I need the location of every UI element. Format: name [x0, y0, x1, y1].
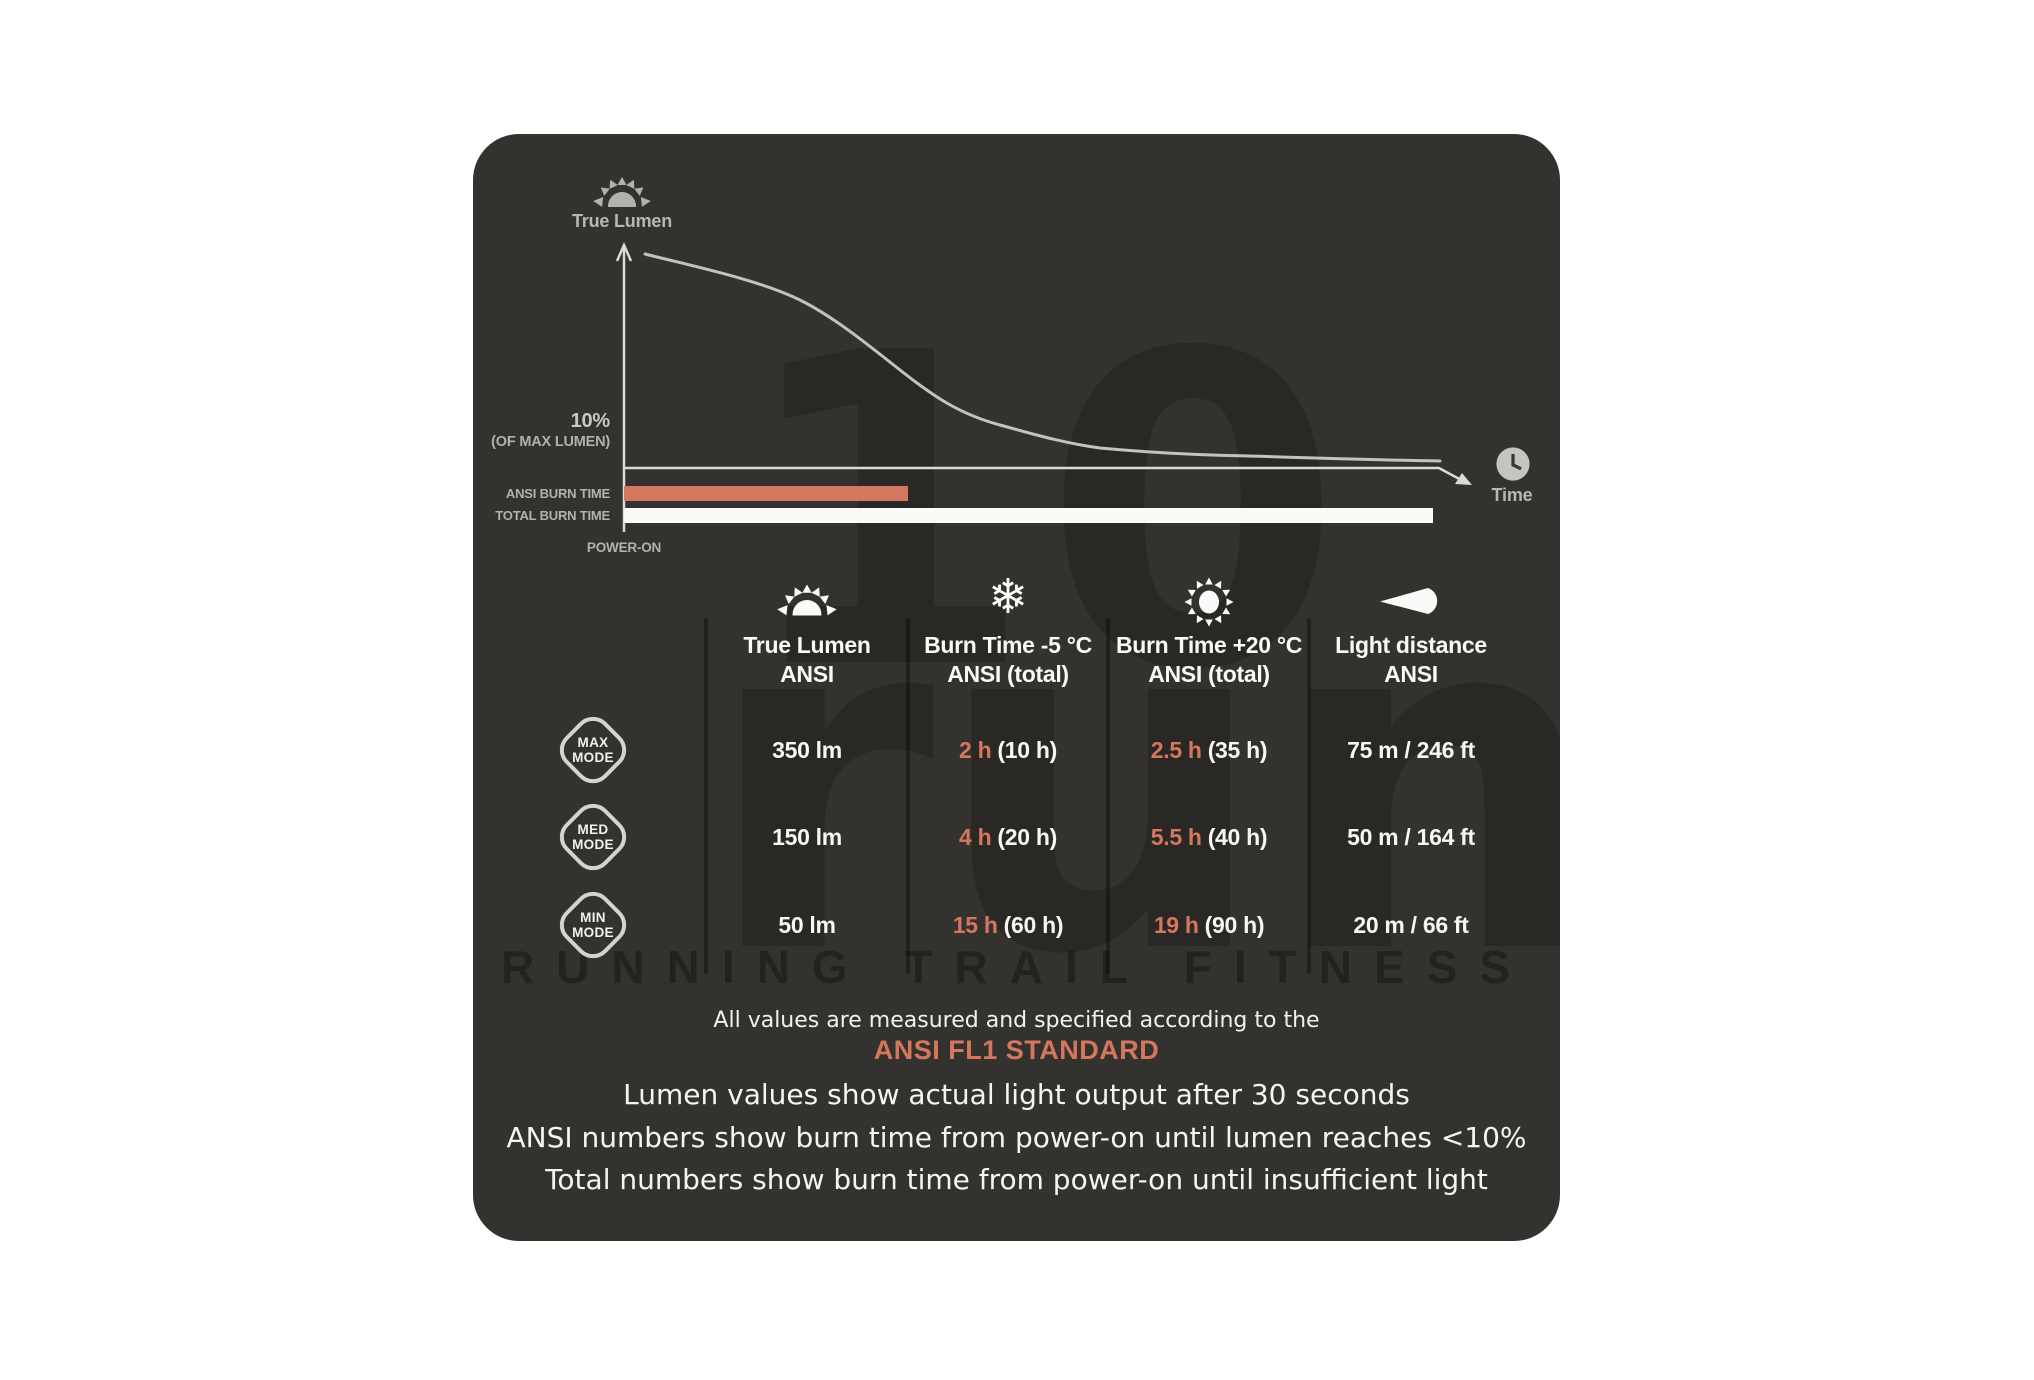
ansi-hours: 5.5 h — [1150, 824, 1202, 850]
burn-time-cold-value: 2 h (10 h) — [898, 734, 1118, 766]
light-distance-value: 20 m / 66 ft — [1353, 912, 1469, 938]
ansi-burn-time-bar — [624, 486, 908, 501]
watermark-banner: RUNNING TRAIL FITNESS — [500, 941, 1533, 993]
lumen-value: 350 lm — [772, 737, 842, 763]
column-subtitle: ANSI (total) — [947, 661, 1069, 687]
total-burn-time-bar — [624, 508, 1433, 523]
sunrise-icon — [593, 177, 651, 207]
ansi-hours: 4 h — [959, 824, 992, 850]
total-hours: (60 h) — [1003, 912, 1064, 938]
column-title: True Lumen — [743, 632, 871, 658]
burn-time-warm-value: 2.5 h (35 h) — [1099, 734, 1319, 766]
ansi-burn-time-label: ANSI BURN TIME — [505, 486, 610, 501]
mode-word: MODE — [572, 837, 614, 852]
ansi-hours: 19 h — [1153, 912, 1199, 938]
column-title: Burn Time -5 °C — [924, 632, 1092, 658]
mode-badge-label: MIN MODE — [551, 883, 635, 967]
total-hours: (20 h) — [997, 824, 1057, 850]
burn-time-warm-value: 19 h (90 h) — [1099, 909, 1319, 941]
ansi-hours: 15 h — [952, 912, 998, 938]
column-divider — [906, 618, 910, 974]
snowflake-icon: ❄ — [987, 571, 1029, 624]
ansi-hours: 2 h — [959, 737, 992, 763]
sunrise-icon — [777, 584, 837, 616]
lumen-value: 50 lm — [778, 912, 836, 938]
burn-time-cold-value: 15 h (60 h) — [898, 909, 1118, 941]
mode-word: MODE — [572, 750, 614, 765]
column-subtitle: ANSI (total) — [1148, 661, 1270, 687]
threshold-value: 10% — [570, 410, 611, 432]
column-title: Light distance — [1335, 632, 1487, 658]
light-distance-value: 50 m / 164 ft — [1347, 824, 1475, 850]
watermark-big-bottom: run — [703, 510, 1560, 1057]
spec-card: 10 run RUNNING TRAIL FITNESS True Lumen … — [473, 134, 1560, 1241]
column-header: Light distance ANSI — [1281, 631, 1541, 689]
threshold-caption: (OF MAX LUMEN) — [491, 434, 610, 450]
footer-measured-line: All values are measured and specified ac… — [713, 1008, 1320, 1033]
column-header: True Lumen ANSI — [677, 631, 937, 689]
column-title: Burn Time +20 °C — [1115, 632, 1303, 658]
power-on-label: POWER-ON — [586, 540, 662, 555]
burn-curve-chart — [615, 241, 1472, 532]
mode-name: MAX — [577, 734, 609, 750]
column-header: Burn Time -5 °C ANSI (total) — [878, 631, 1138, 689]
sun-icon — [1184, 577, 1234, 627]
lumen-value: 150 lm — [772, 824, 842, 850]
column-header: Burn Time +20 °C ANSI (total) — [1079, 631, 1339, 689]
burn-time-cold-value: 4 h (20 h) — [898, 821, 1118, 853]
footer-note-ansi: ANSI numbers show burn time from power-o… — [506, 1121, 1527, 1154]
mode-badge-med: MED MODE — [551, 795, 635, 879]
footer-ansi-standard: ANSI FL1 STANDARD — [873, 1035, 1160, 1065]
total-hours: (10 h) — [997, 737, 1057, 763]
footer-note-lumen: Lumen values show actual light output af… — [623, 1078, 1410, 1111]
total-hours: (90 h) — [1204, 912, 1265, 938]
ansi-hours: 2.5 h — [1150, 737, 1202, 763]
column-divider — [1307, 618, 1311, 974]
footer-note-total: Total numbers show burn time from power-… — [545, 1163, 1488, 1196]
mode-badge-label: MAX MODE — [551, 708, 635, 792]
burn-time-warm-value: 5.5 h (40 h) — [1099, 821, 1319, 853]
mode-badge-max: MAX MODE — [551, 708, 635, 792]
column-subtitle: ANSI — [1384, 661, 1438, 687]
total-hours: (40 h) — [1207, 824, 1268, 850]
clock-icon — [1496, 447, 1530, 481]
column-divider — [704, 618, 708, 974]
y-axis-title: True Lumen — [571, 211, 672, 231]
column-subtitle: ANSI — [780, 661, 834, 687]
mode-badge-label: MED MODE — [551, 795, 635, 879]
x-axis-title: Time — [1491, 485, 1533, 505]
total-hours: (35 h) — [1207, 737, 1268, 763]
light-beam-icon — [1380, 588, 1438, 614]
column-divider — [1106, 618, 1110, 974]
mode-name: MIN — [580, 909, 606, 925]
mode-name: MED — [577, 821, 609, 837]
mode-badge-min: MIN MODE — [551, 883, 635, 967]
total-burn-time-label: TOTAL BURN TIME — [495, 508, 610, 523]
mode-word: MODE — [572, 925, 614, 940]
light-distance-value: 75 m / 246 ft — [1347, 737, 1475, 763]
